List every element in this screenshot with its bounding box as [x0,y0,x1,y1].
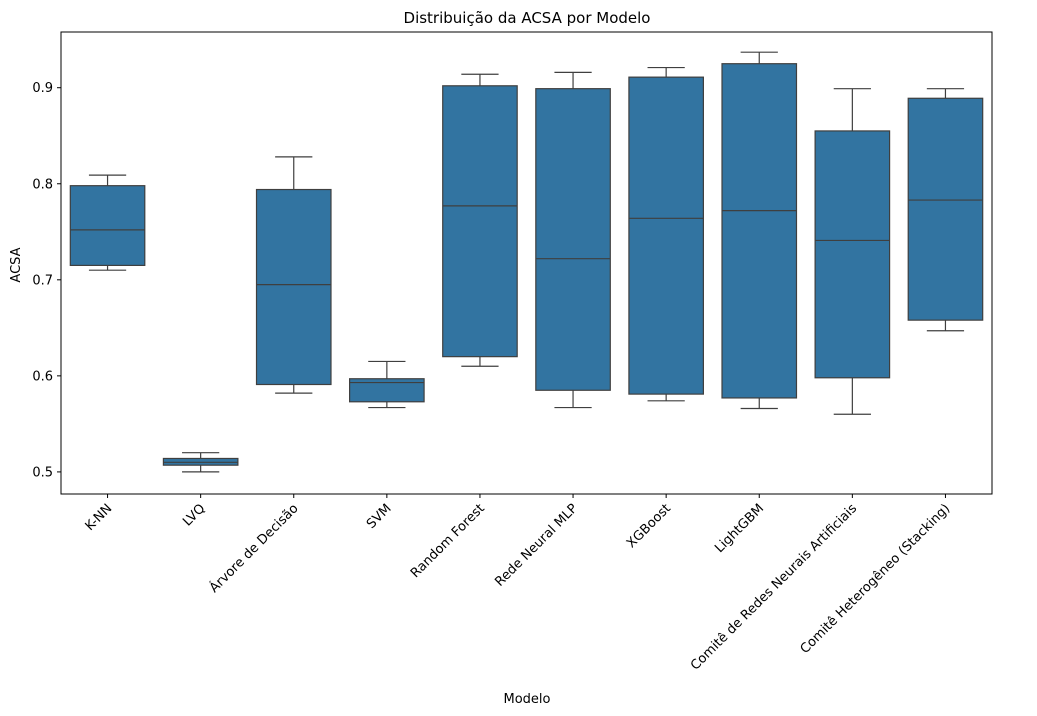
box-iqr [349,378,425,403]
box-iqr [442,85,518,358]
box-iqr [255,188,332,386]
box-iqr [69,185,146,267]
box-iqr [535,88,611,391]
x-tick-label: XGBoost [624,501,674,551]
x-tick-label: Rede Neural MLP [492,501,581,590]
x-tick-label: K-NN [83,501,116,534]
x-tick-label: SVM [364,501,395,532]
box-iqr [814,130,891,379]
y-axis-label: ACSA [9,247,24,282]
box-iqr [721,63,798,399]
y-tick-label: 0.7 [32,273,53,288]
y-tick-label: 0.8 [32,177,53,192]
box-iqr [628,76,704,395]
chart-title: Distribuição da ACSA por Modelo [404,9,651,27]
x-axis-label: Modelo [504,692,551,707]
x-tick-label: LVQ [180,501,208,529]
x-tick-label: LightGBM [712,501,767,556]
x-tick-label: Random Forest [408,501,488,581]
y-tick-label: 0.9 [32,81,53,96]
plot-frame [60,31,993,495]
x-tick-label: Árvore de Decisão [206,500,301,595]
y-tick-label: 0.5 [32,465,53,480]
y-tick-label: 0.6 [32,369,53,384]
box-iqr [907,97,984,321]
x-tick-label: Comitê de Redes Neurais Artificiais [688,501,860,673]
x-tick-label: Comitê Heterogêneo (Stacking) [798,501,954,657]
